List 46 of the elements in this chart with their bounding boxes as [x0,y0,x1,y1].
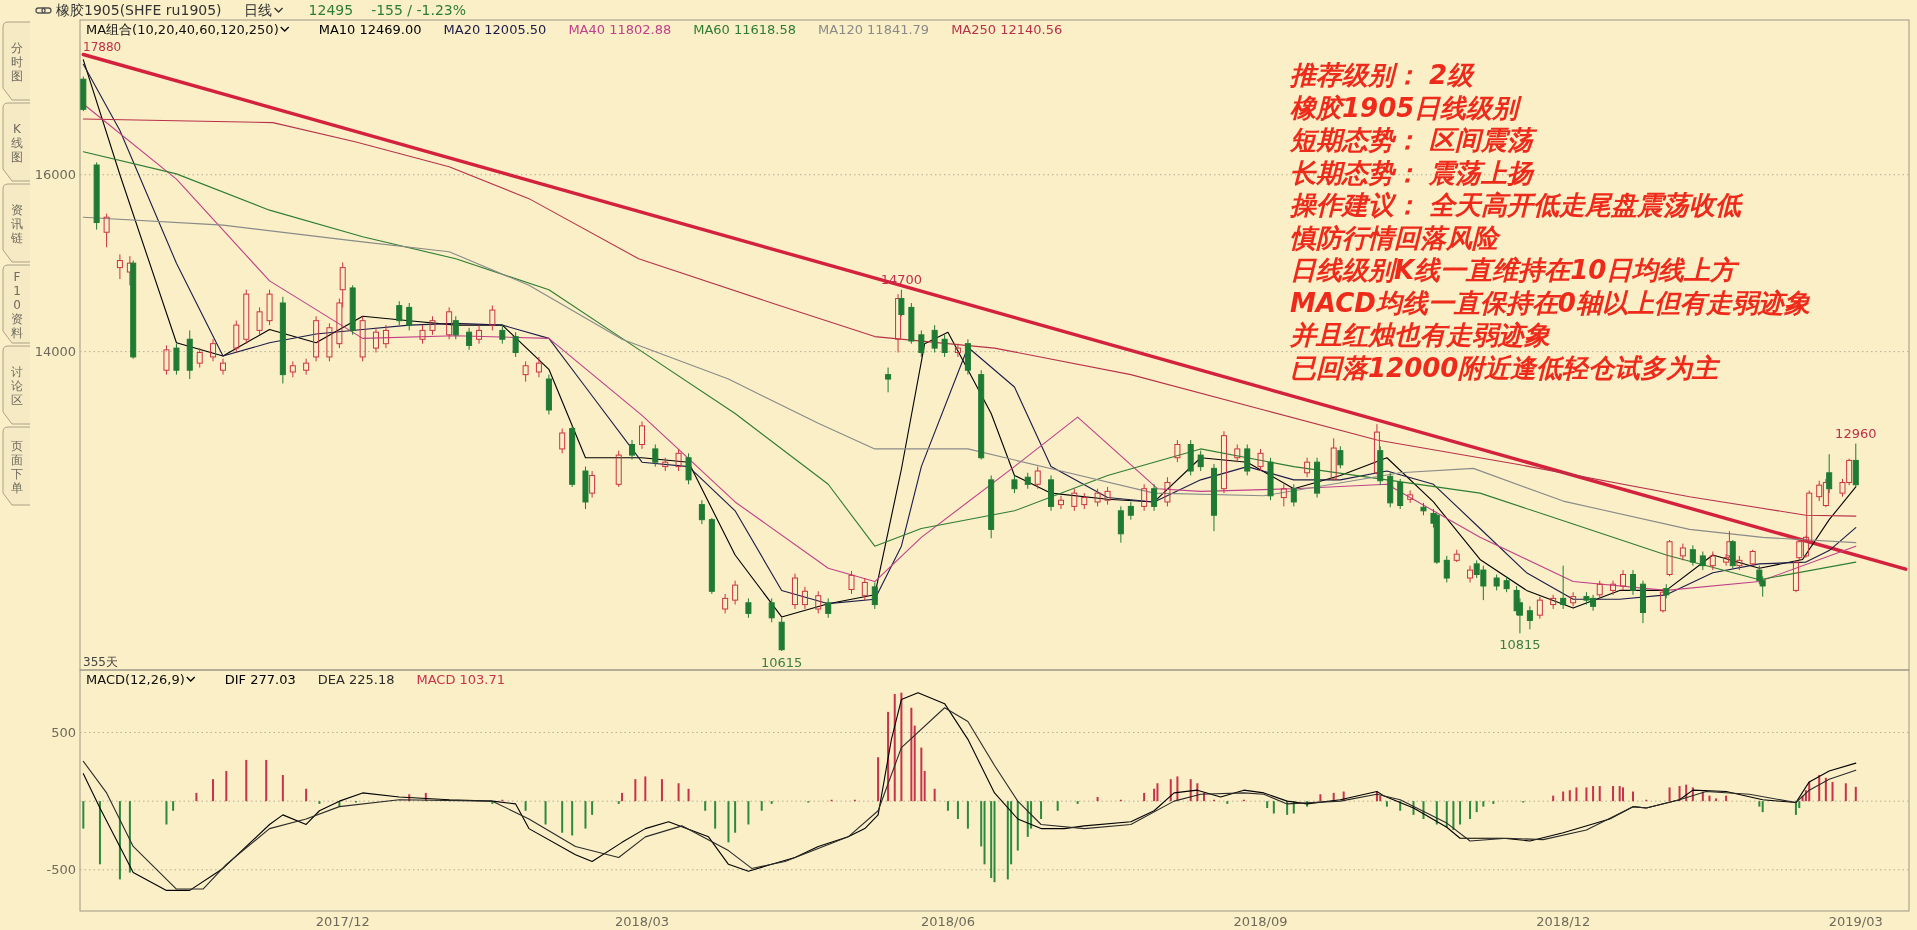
text: MA250 12140.56 [951,22,1063,37]
annotation: 17880 [83,40,122,54]
annotation: 慎防行情回落风险 [1290,222,1502,253]
chart-subtitle: 日线 [243,2,272,18]
text: -155 / -1.23% [371,2,467,18]
y-tick-label: 14000 [34,344,76,360]
x-tick-label: 2018/06 [920,914,975,929]
annotation: 355天 [83,655,118,669]
text: MA60 11618.58 [693,22,797,37]
text: 资讯链 [10,202,23,245]
annotation: 日线级别K线一直维持在10日均线上方 [1290,255,1741,285]
annotation: 12960 [1835,425,1877,441]
x-tick-label: 2018/03 [614,914,670,929]
annotation: 已回落12000附近逢低轻仓试多为主 [1290,352,1722,383]
annotation: 并且红烛也有走弱迹象 [1289,320,1551,350]
text: 讨论区 [11,364,23,407]
y-tick-label: 500 [51,724,76,740]
y-tick-label: 16000 [34,167,76,183]
text: DEA 225.18 [317,672,395,687]
text: 分时图 [11,40,23,83]
annotation: 10815 [1499,637,1541,653]
legend-title: MA组合(10,20,40,60,120,250) [86,22,279,37]
legend-label: MA10 12469.00 [318,22,422,37]
text: 12495 [308,2,354,18]
text: K线图 [11,121,23,164]
text: 页面下单 [11,438,23,495]
x-tick-label: 2017/12 [315,914,370,929]
annotation: 橡胶1905日线级别 [1290,92,1523,123]
annotation: MACD均线一直保持在0轴以上但有走弱迹象 [1290,287,1811,318]
annotation: 操作建议： 全天高开低走尾盘震荡收低 [1289,190,1745,220]
x-tick-label: 2019/03 [1828,914,1883,929]
chart-title: 橡胶1905(SHFE ru1905) [56,2,222,18]
annotation: 推荐级别： 2级 [1289,60,1477,90]
text: MA120 11841.79 [818,22,930,37]
x-tick-label: 2018/12 [1536,914,1591,929]
x-tick-label: 2018/09 [1233,914,1288,929]
annotation: 10615 [760,654,803,670]
text: F10资料 [11,269,23,340]
text: MA40 11802.88 [568,22,672,37]
annotation: 长期态势： 震荡上扬 [1290,157,1536,188]
legend-title: MACD(12,26,9) [86,672,185,687]
text: MACD 103.71 [416,672,506,687]
y-tick-label: -500 [46,862,76,878]
annotation: 短期态势： 区间震荡 [1289,125,1539,155]
legend-label: DIF 277.03 [224,672,296,687]
text: MA20 12005.50 [443,22,547,37]
